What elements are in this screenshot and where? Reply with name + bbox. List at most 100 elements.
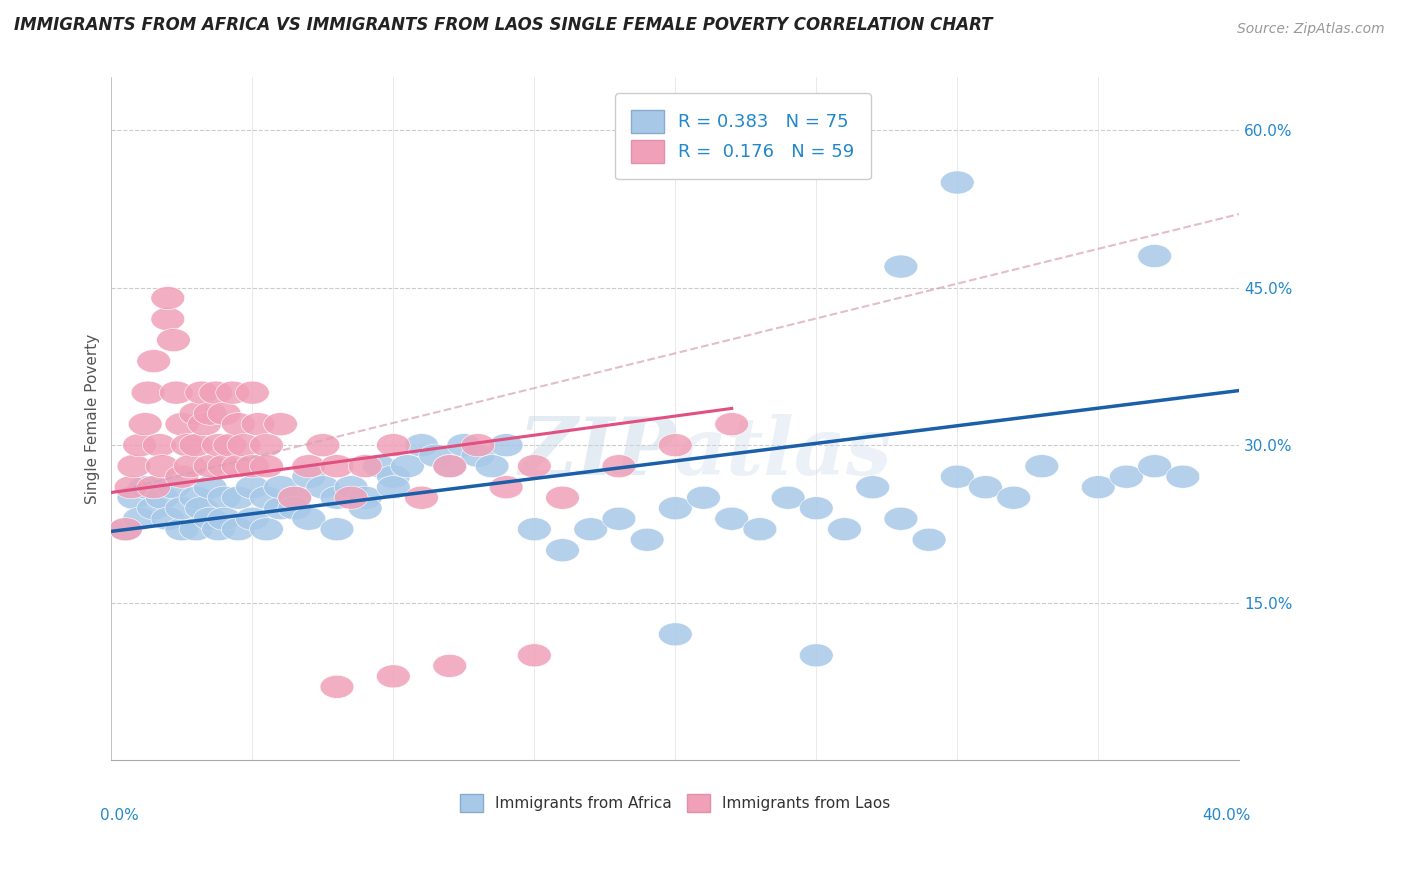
Ellipse shape [187,413,221,435]
Ellipse shape [207,508,240,531]
Ellipse shape [235,455,270,478]
Ellipse shape [215,381,250,404]
Ellipse shape [221,413,256,435]
Ellipse shape [321,455,354,478]
Ellipse shape [377,465,411,488]
Ellipse shape [142,434,176,457]
Ellipse shape [264,413,298,435]
Text: atlas: atlas [675,414,893,491]
Text: 40.0%: 40.0% [1202,808,1250,823]
Ellipse shape [278,497,312,520]
Ellipse shape [150,308,184,331]
Ellipse shape [128,413,162,435]
Ellipse shape [349,455,382,478]
Ellipse shape [969,475,1002,499]
Ellipse shape [193,475,226,499]
Ellipse shape [546,486,579,509]
Ellipse shape [159,381,193,404]
Ellipse shape [828,517,862,541]
Ellipse shape [391,455,425,478]
Ellipse shape [150,508,184,531]
Legend: Immigrants from Africa, Immigrants from Laos: Immigrants from Africa, Immigrants from … [454,788,897,818]
Ellipse shape [136,497,170,520]
Ellipse shape [377,475,411,499]
Ellipse shape [630,528,664,551]
Ellipse shape [165,413,198,435]
Ellipse shape [517,517,551,541]
Ellipse shape [1081,475,1115,499]
Ellipse shape [658,623,692,646]
Ellipse shape [278,486,312,509]
Ellipse shape [145,486,179,509]
Ellipse shape [349,497,382,520]
Ellipse shape [179,517,212,541]
Ellipse shape [156,328,190,351]
Ellipse shape [156,475,190,499]
Ellipse shape [221,486,256,509]
Ellipse shape [321,675,354,698]
Ellipse shape [179,434,212,457]
Ellipse shape [461,444,495,467]
Ellipse shape [292,508,326,531]
Ellipse shape [108,517,142,541]
Ellipse shape [1137,455,1171,478]
Ellipse shape [941,465,974,488]
Ellipse shape [997,486,1031,509]
Ellipse shape [461,434,495,457]
Ellipse shape [335,475,368,499]
Ellipse shape [117,486,150,509]
Ellipse shape [321,517,354,541]
Ellipse shape [207,402,240,425]
Ellipse shape [884,508,918,531]
Ellipse shape [221,455,256,478]
Ellipse shape [884,255,918,278]
Ellipse shape [128,475,162,499]
Ellipse shape [1137,244,1171,268]
Ellipse shape [173,455,207,478]
Ellipse shape [235,475,270,499]
Ellipse shape [770,486,806,509]
Ellipse shape [278,486,312,509]
Ellipse shape [307,434,340,457]
Text: Source: ZipAtlas.com: Source: ZipAtlas.com [1237,22,1385,37]
Ellipse shape [602,455,636,478]
Y-axis label: Single Female Poverty: Single Female Poverty [86,334,100,504]
Ellipse shape [226,434,262,457]
Ellipse shape [131,381,165,404]
Ellipse shape [193,455,226,478]
Ellipse shape [136,350,170,373]
Ellipse shape [433,455,467,478]
Ellipse shape [264,475,298,499]
Ellipse shape [179,402,212,425]
Ellipse shape [122,508,156,531]
Ellipse shape [221,517,256,541]
Ellipse shape [912,528,946,551]
Ellipse shape [250,517,284,541]
Ellipse shape [433,654,467,677]
Ellipse shape [165,465,198,488]
Ellipse shape [349,486,382,509]
Ellipse shape [250,486,284,509]
Ellipse shape [800,497,834,520]
Ellipse shape [184,381,218,404]
Ellipse shape [108,517,142,541]
Ellipse shape [574,517,607,541]
Ellipse shape [1109,465,1143,488]
Ellipse shape [714,413,748,435]
Ellipse shape [292,465,326,488]
Ellipse shape [207,455,240,478]
Text: 0.0%: 0.0% [100,808,139,823]
Ellipse shape [150,286,184,310]
Ellipse shape [517,644,551,667]
Ellipse shape [405,486,439,509]
Ellipse shape [742,517,778,541]
Ellipse shape [179,486,212,509]
Ellipse shape [201,434,235,457]
Ellipse shape [117,455,150,478]
Ellipse shape [136,475,170,499]
Ellipse shape [489,434,523,457]
Ellipse shape [235,508,270,531]
Ellipse shape [447,434,481,457]
Ellipse shape [122,434,156,457]
Ellipse shape [250,434,284,457]
